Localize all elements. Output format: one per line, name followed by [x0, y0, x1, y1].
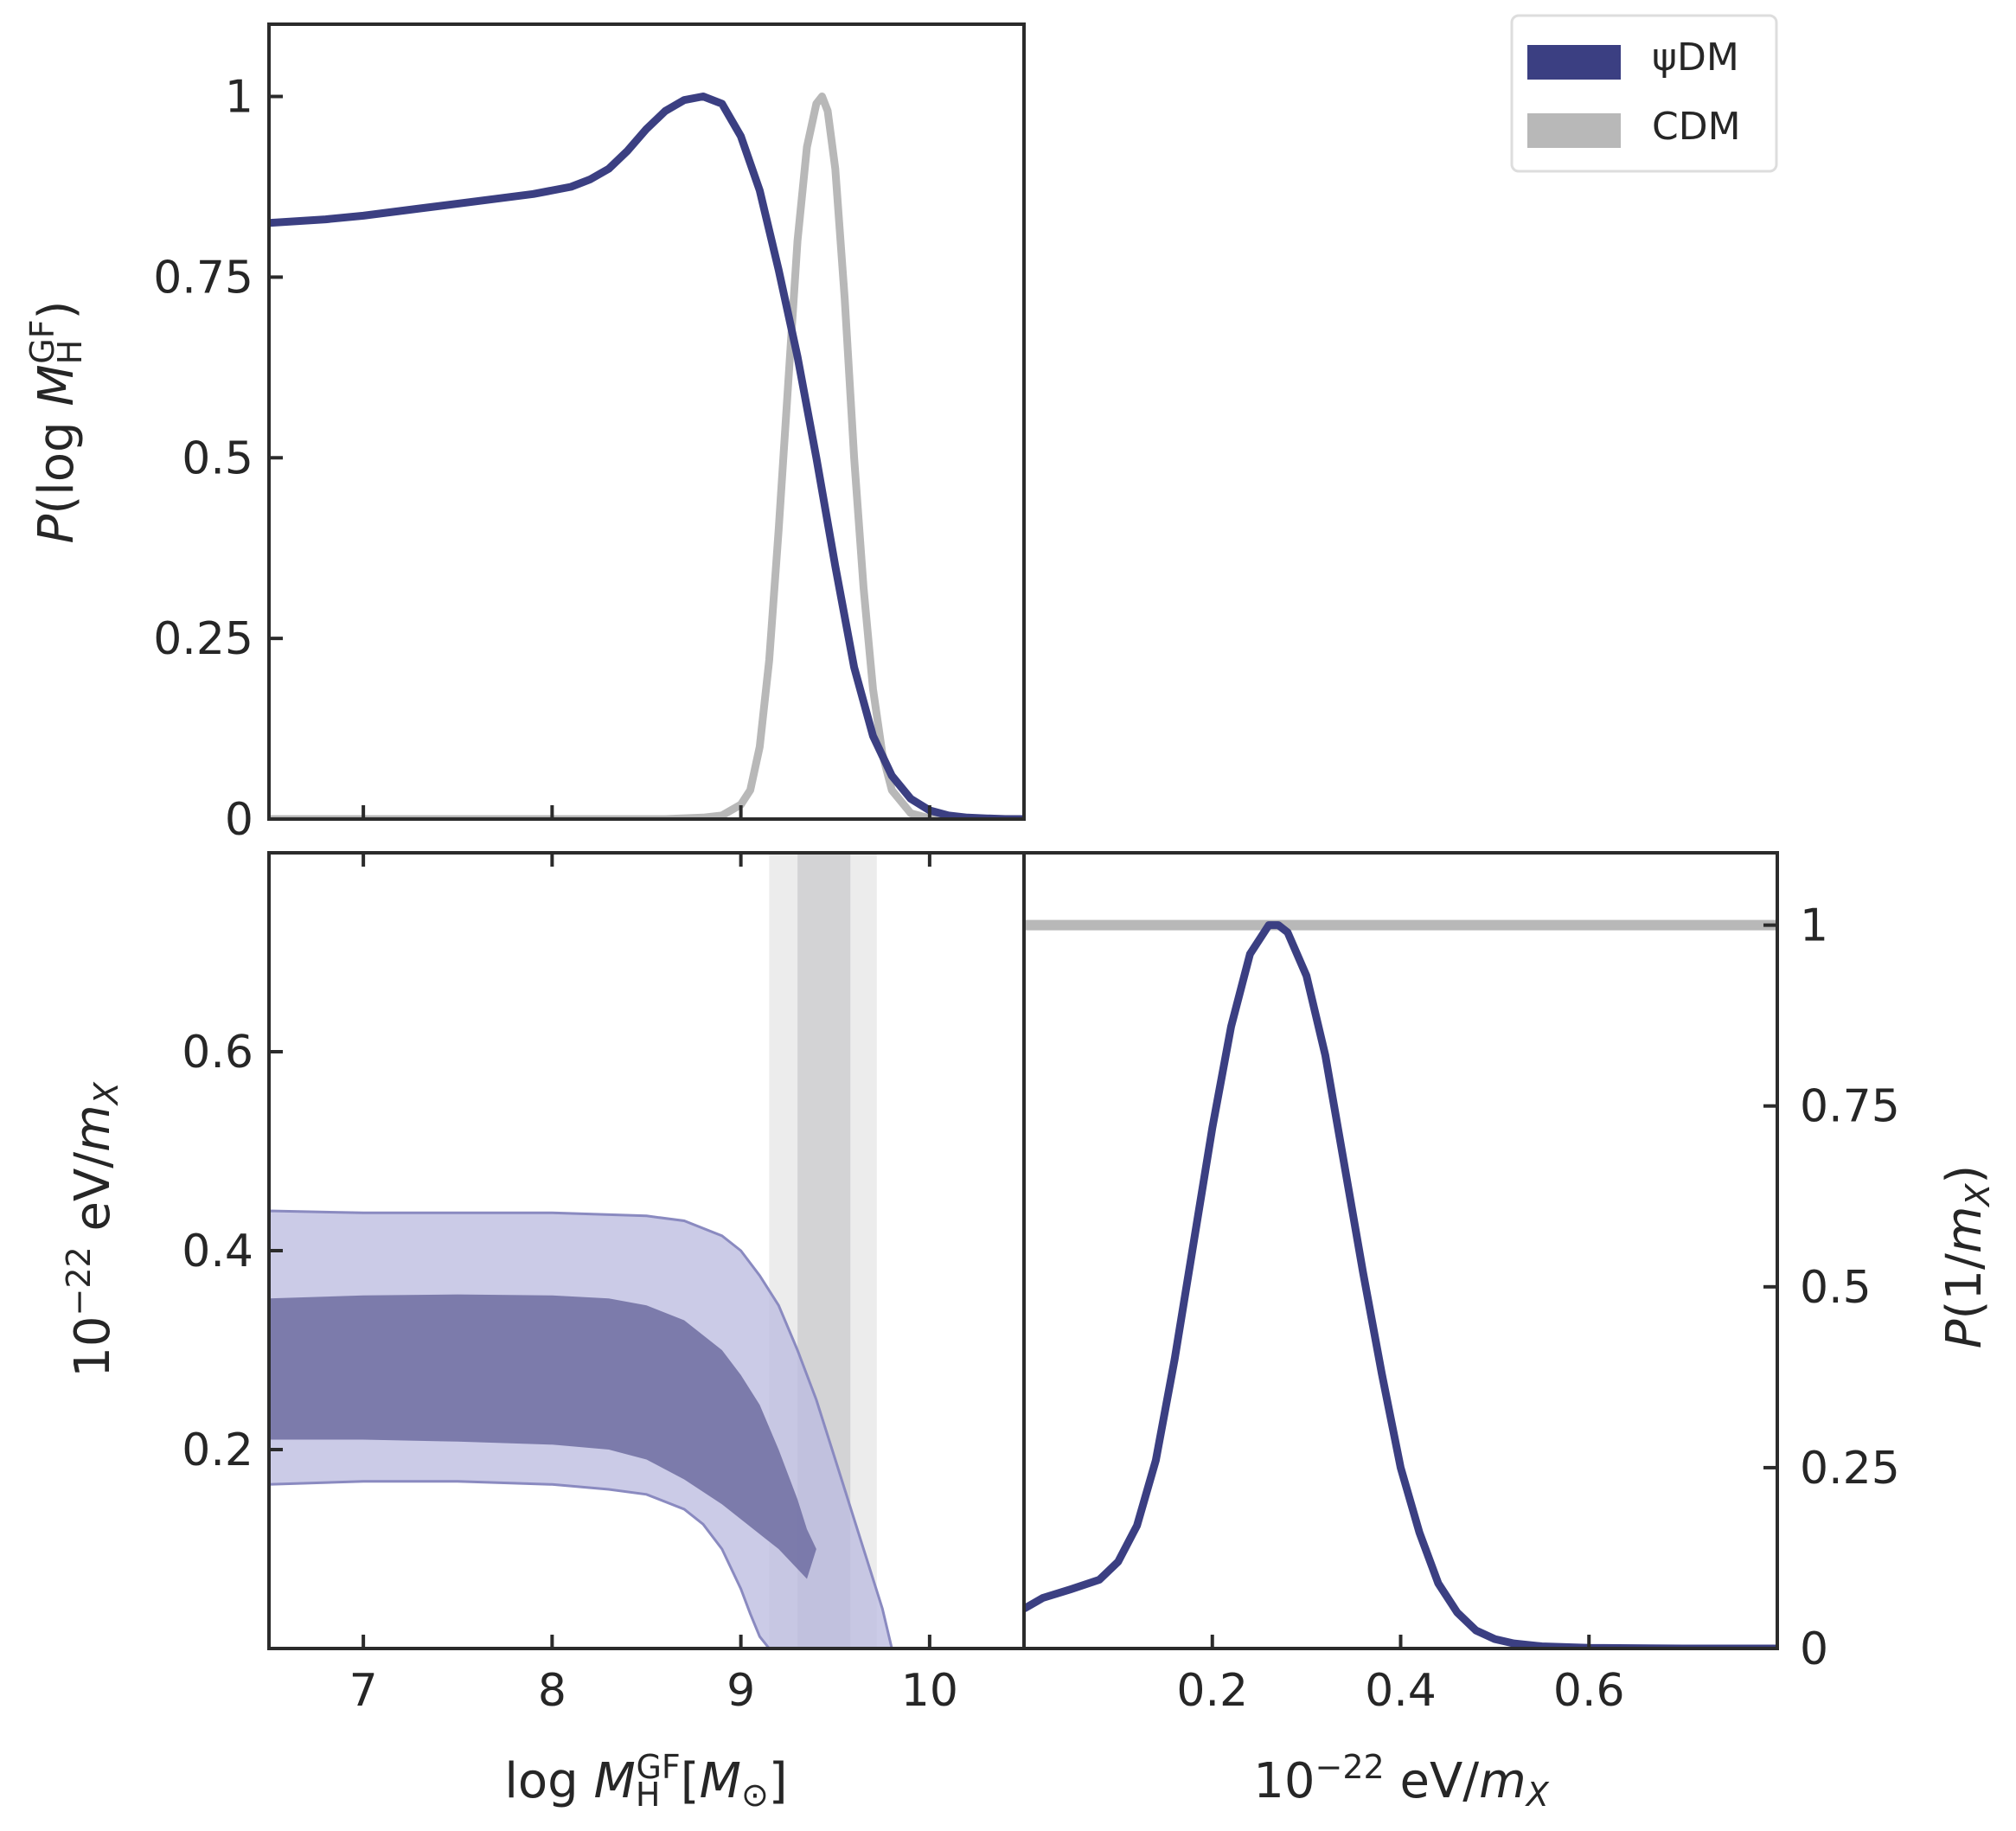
bottom-left-y-axis-label: 10−22 eV/mX — [60, 1081, 125, 1377]
legend-label-cdm: CDM — [1652, 105, 1741, 149]
y-tick-label: 0.5 — [1800, 1262, 1872, 1314]
top-left-x-ticks — [362, 805, 931, 819]
bottom-right-y-ticks: 0 0.25 0.5 0.75 1 — [1763, 900, 1900, 1675]
x-tick-label: 9 — [726, 1665, 755, 1717]
top-left-y-ticks: 0 0.25 0.5 0.75 1 — [153, 72, 283, 846]
y-tick-label: 0.75 — [1800, 1081, 1900, 1133]
panel-bottom-right: 0.2 0.4 0.6 0 0.25 0.5 0.75 1 10−22 eV/mX P(1/… — [1022, 851, 1997, 1814]
top-left-frame — [267, 22, 1026, 821]
y-tick-label: 0.25 — [1800, 1443, 1900, 1495]
psidm-marginal-curve-top — [269, 93, 1024, 819]
top-left-y-axis-label: P(log MHGF) — [23, 301, 89, 544]
x-tick-label: 8 — [538, 1665, 566, 1717]
y-tick-label: 0.25 — [153, 613, 253, 665]
psidm-marginal-curve-right — [1024, 921, 1777, 1649]
x-tick-label: 7 — [349, 1665, 378, 1717]
y-tick-label: 0 — [1800, 1623, 1828, 1675]
x-tick-label: 0.6 — [1553, 1665, 1625, 1717]
panel-top-left: 0 0.25 0.5 0.75 1 P(log MHGF) — [23, 22, 1026, 846]
x-tick-label: 0.4 — [1365, 1665, 1437, 1717]
bottom-right-x-axis-label: 10−22 eV/mX — [1253, 1748, 1549, 1814]
x-tick-label: 10 — [901, 1665, 958, 1717]
legend-swatch-psidm — [1527, 45, 1621, 80]
y-tick-label: 0.2 — [182, 1424, 253, 1476]
x-tick-label: 0.2 — [1176, 1665, 1248, 1717]
bottom-left-x-axis-label: log MHGF[M⊙] — [504, 1748, 787, 1814]
y-tick-label: 0.4 — [182, 1226, 253, 1277]
bottom-left-y-ticks: 0.2 0.4 0.6 — [182, 1027, 283, 1476]
y-tick-label: 0.5 — [182, 432, 253, 484]
y-tick-label: 1 — [225, 72, 253, 124]
panel-bottom-left: 7 8 9 10 0.2 0.4 0.6 log MHGF[M⊙] 10−22 eV/mX — [60, 851, 1026, 1814]
legend-label-psidm: ψDM — [1652, 35, 1739, 80]
legend-swatch-cdm — [1527, 113, 1621, 148]
bottom-right-x-ticks: 0.2 0.4 0.6 — [1176, 1635, 1625, 1717]
psidm-contour-inner — [269, 1294, 816, 1579]
y-tick-label: 0.6 — [182, 1027, 253, 1079]
y-tick-label: 0.75 — [153, 252, 253, 304]
y-tick-label: 0 — [225, 794, 253, 846]
legend: ψDM CDM — [1510, 14, 1778, 173]
cdm-marginal-curve-top — [269, 93, 1024, 819]
bottom-right-y-axis-label: P(1/mX) — [1936, 1165, 1997, 1349]
bottom-left-x-ticks: 7 8 9 10 — [349, 853, 958, 1717]
bottom-right-frame — [1022, 851, 1779, 1650]
y-tick-label: 1 — [1800, 900, 1828, 952]
